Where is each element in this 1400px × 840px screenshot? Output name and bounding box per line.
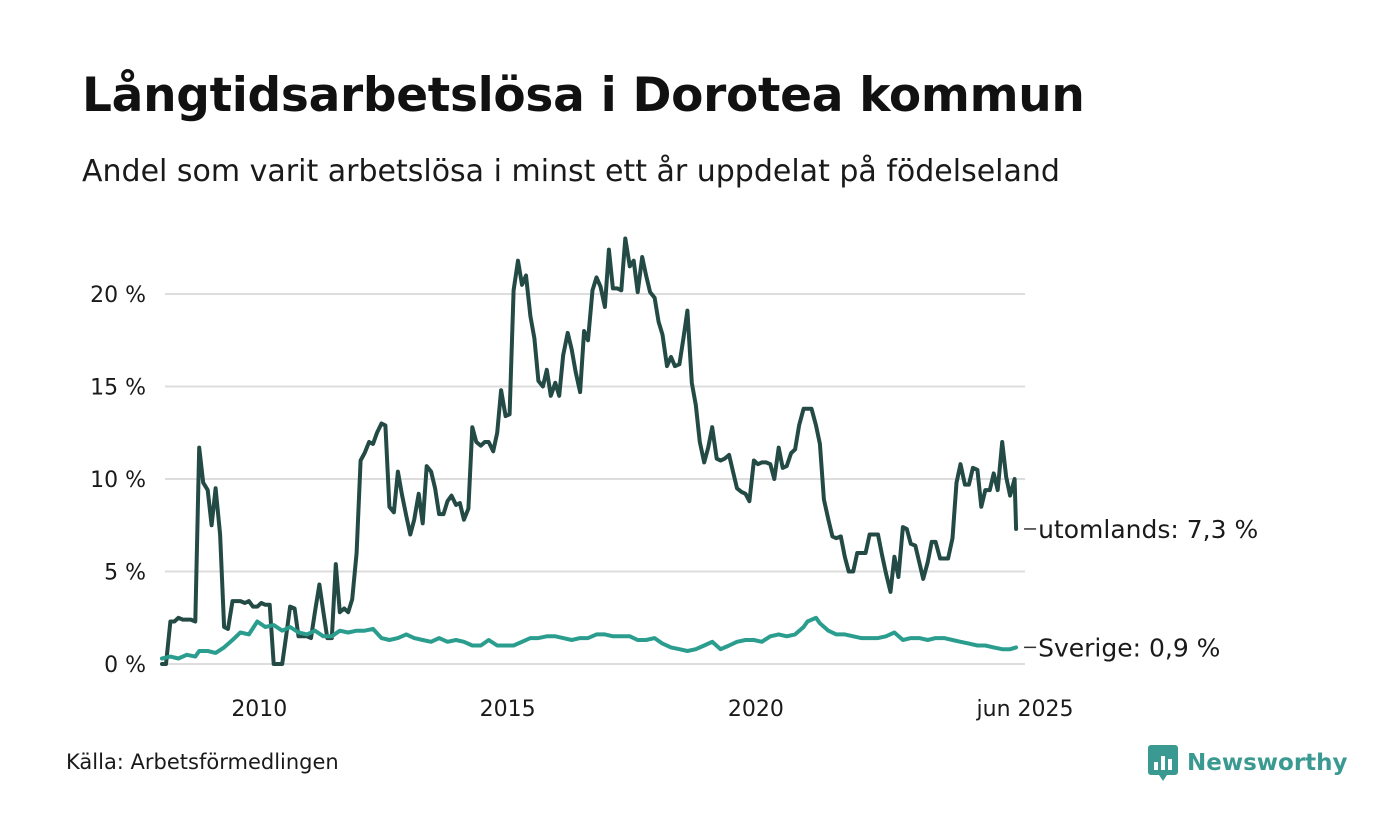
page-title: Långtidsarbetslösa i Dorotea kommun	[82, 68, 1085, 123]
y-tick-label: 0 %	[104, 653, 146, 678]
grid-lines	[165, 293, 1025, 665]
newsworthy-logo: Newsworthy	[1148, 743, 1348, 783]
series-end-label: utomlands: 7,3 %	[1038, 515, 1258, 544]
logo-text: Newsworthy	[1187, 750, 1348, 776]
x-tick-label: 2010	[231, 697, 287, 722]
series-line-sverige	[160, 615, 1019, 661]
y-tick-label: 20 %	[90, 283, 146, 308]
series-end-labels: utomlands: 7,3 % Sverige: 0,9 %	[1024, 515, 1258, 662]
x-tick-label: jun 2025	[976, 697, 1074, 722]
newsworthy-logo-icon	[1148, 745, 1178, 781]
x-tick-label: 2020	[728, 697, 784, 722]
page-subtitle: Andel som varit arbetslösa i minst ett å…	[82, 154, 1060, 189]
x-axis: 2010 2015 2020 jun 2025	[231, 697, 1073, 722]
y-tick-label: 15 %	[90, 376, 146, 401]
y-tick-label: 10 %	[90, 468, 146, 493]
series-line-utomlands	[160, 236, 1019, 666]
y-tick-label: 5 %	[104, 561, 146, 586]
source-note: Källa: Arbetsförmedlingen	[66, 750, 339, 774]
series-lines	[160, 236, 1019, 666]
y-axis: 0 % 5 % 10 % 15 % 20 %	[90, 283, 146, 678]
series-end-label: Sverige: 0,9 %	[1038, 633, 1220, 662]
x-tick-label: 2015	[480, 697, 536, 722]
